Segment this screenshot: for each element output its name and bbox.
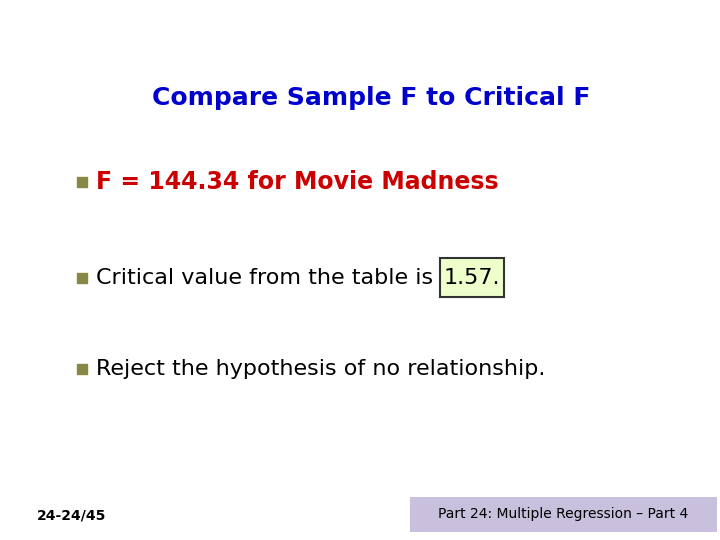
Text: 1.57.: 1.57. [444,267,500,288]
Text: Reject the hypothesis of no relationship.: Reject the hypothesis of no relationship… [96,359,546,379]
Text: Part 24: Multiple Regression – Part 4: Part 24: Multiple Regression – Part 4 [438,507,688,521]
FancyBboxPatch shape [440,258,504,298]
FancyBboxPatch shape [410,497,716,532]
Text: 24-24/45: 24-24/45 [37,509,107,523]
Text: Critical value from the table is: Critical value from the table is [96,267,441,288]
Text: Compare Sample F to Critical F: Compare Sample F to Critical F [153,86,590,110]
Text: F = 144.34 for Movie Madness: F = 144.34 for Movie Madness [96,170,499,194]
